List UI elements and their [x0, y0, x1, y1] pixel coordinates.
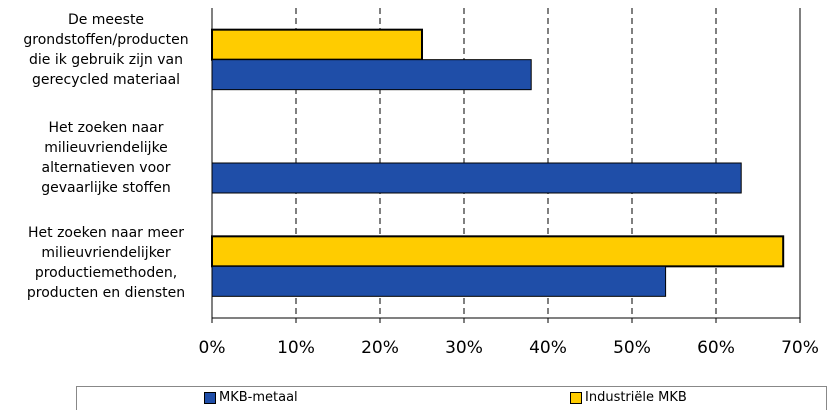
legend-label-industriele-mkb: Industriële MKB: [585, 390, 687, 405]
x-tick-label: 40%: [529, 338, 567, 358]
x-tick-label: 70%: [781, 338, 819, 358]
bar-mkb-metaal-2: [211, 265, 667, 297]
legend-item-industriele-mkb: Industriële MKB: [570, 390, 687, 405]
chart-area: 0% 10% 20% 30% 40% 50% 60% 70%: [199, 8, 819, 358]
legend: MKB-metaal Industriële MKB: [76, 386, 827, 410]
x-tick-label: 0%: [199, 338, 226, 358]
x-tick-label: 30%: [445, 338, 483, 358]
x-tick-label: 50%: [613, 338, 651, 358]
x-tick-label: 60%: [697, 338, 735, 358]
legend-item-mkb-metaal: MKB-metaal: [204, 390, 298, 405]
bar-mkb-metaal-0: [211, 59, 532, 91]
bar-mkb-metaal-1: [211, 162, 742, 194]
legend-label-mkb-metaal: MKB-metaal: [219, 390, 298, 405]
bar-industriele-mkb-0: [211, 28, 423, 61]
category-label-2: Het zoeken naar meer milieuvriendelijker…: [26, 225, 186, 301]
legend-swatch-industriele-mkb: [570, 391, 582, 404]
x-tick-label: 20%: [361, 338, 399, 358]
legend-swatch-mkb-metaal: [204, 391, 216, 404]
x-tick-label: 10%: [277, 338, 315, 358]
category-label-1: Het zoeken naar milieuvriendelijke alter…: [41, 120, 171, 196]
bar-industriele-mkb-2: [211, 235, 785, 268]
category-label-0: De meeste grondstoffen/producten die ik …: [23, 12, 189, 88]
